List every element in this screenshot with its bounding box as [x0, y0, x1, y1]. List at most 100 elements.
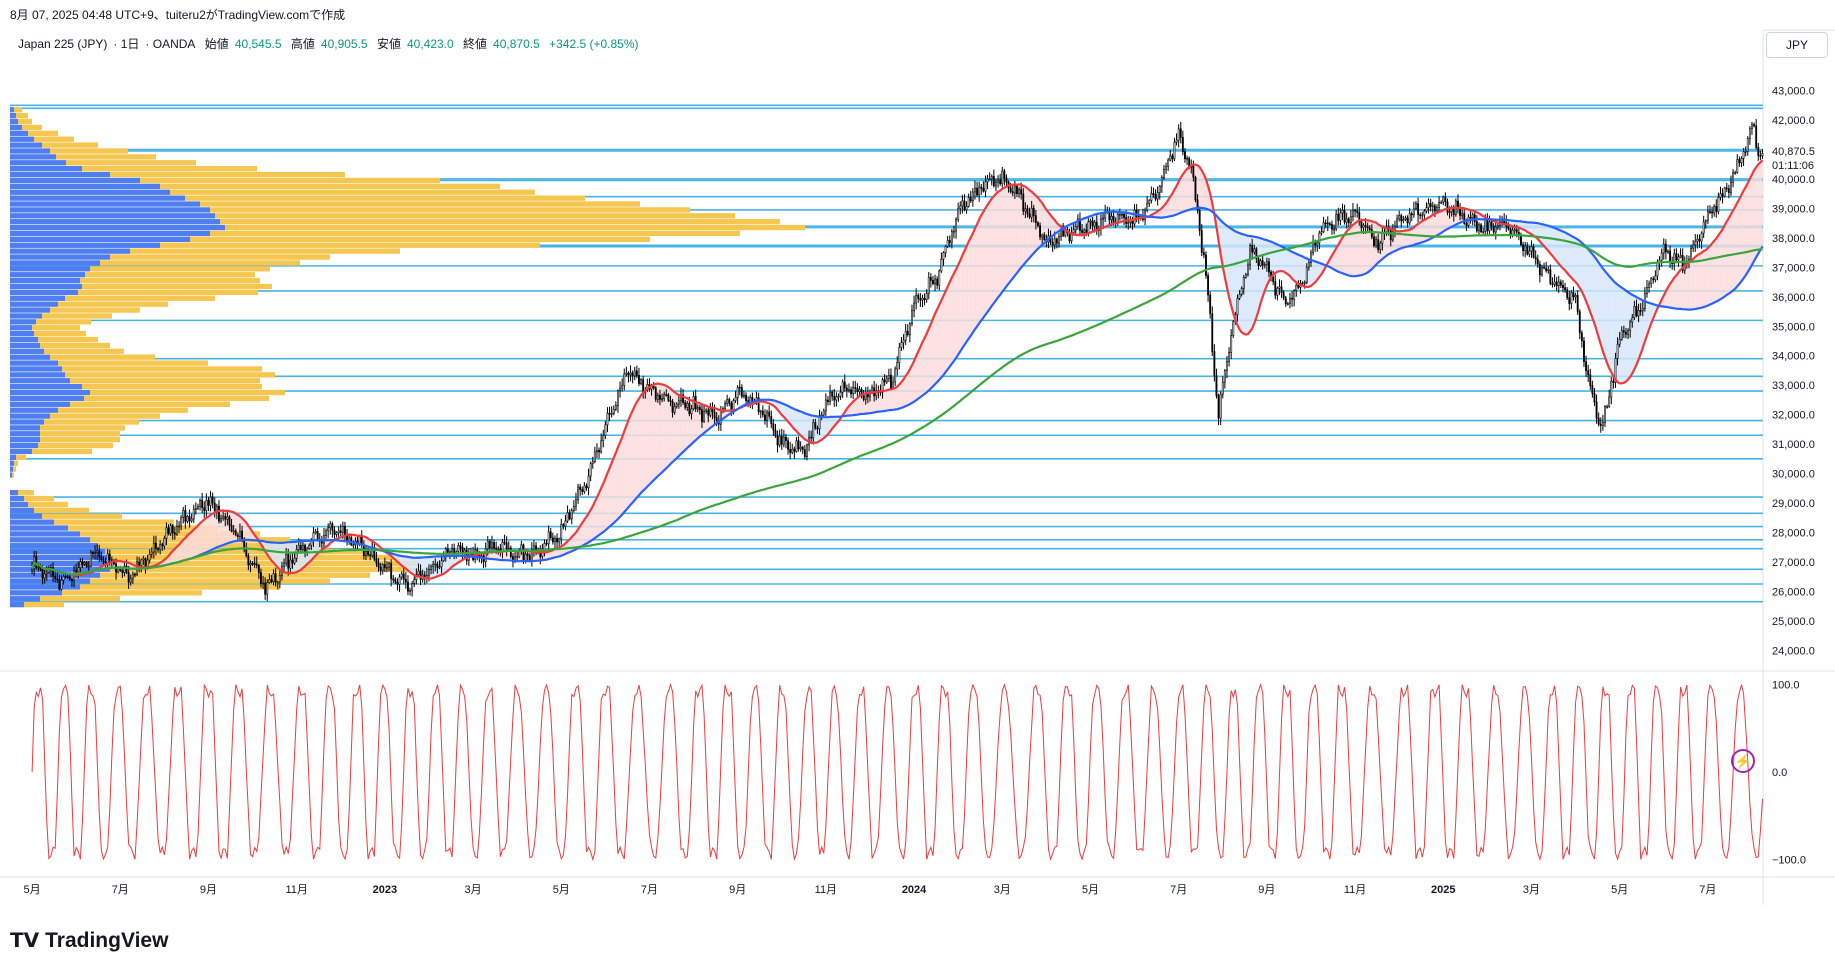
- candle-body: [352, 544, 355, 547]
- candle-body: [224, 516, 227, 520]
- candle-body: [1616, 343, 1619, 359]
- candle-body: [1415, 203, 1417, 210]
- symbol-interval[interactable]: 1日: [120, 37, 140, 51]
- candle-body: [251, 562, 254, 565]
- candle-body: [831, 391, 834, 397]
- change-value: +342.5 (+0.85%): [549, 37, 639, 51]
- ma-cloud-fill: [200, 519, 205, 555]
- price-axis-tick-label: 38,000.0: [1772, 233, 1815, 245]
- ma-cloud-fill: [657, 383, 663, 477]
- currency-selector[interactable]: JPY: [1766, 32, 1828, 58]
- ma-cloud-fill: [951, 269, 957, 364]
- candle-body: [484, 548, 487, 563]
- candle-body: [1024, 208, 1027, 212]
- candle-body: [1664, 243, 1667, 253]
- candle-body: [1051, 242, 1054, 246]
- candle-body: [612, 408, 615, 414]
- ma-cloud-fill: [1082, 217, 1087, 235]
- ma-cloud-fill: [611, 452, 616, 525]
- candle-body: [386, 566, 388, 569]
- volume-profile-up-bar: [10, 578, 90, 584]
- ma-cloud-fill: [296, 541, 301, 572]
- candle-body: [1438, 201, 1441, 208]
- candle-body: [1547, 269, 1550, 272]
- candle-body: [1261, 260, 1264, 266]
- candle-body: [327, 527, 330, 532]
- volume-profile-up-bar: [10, 466, 13, 472]
- ma-cloud-fill: [674, 392, 679, 461]
- candle-body: [1406, 217, 1409, 224]
- candle-body: [167, 527, 170, 534]
- ma-cloud-fill: [662, 384, 667, 473]
- ma-cloud-fill: [897, 382, 902, 410]
- candle-body: [402, 573, 405, 580]
- ma-cloud-fill: [414, 557, 419, 577]
- candle-body: [1121, 213, 1123, 216]
- volume-profile-up-bar: [10, 330, 34, 337]
- candle-body: [1549, 269, 1552, 284]
- ma-cloud-fill: [922, 333, 927, 396]
- candle-body: [942, 252, 945, 260]
- volume-profile-up-bar: [10, 189, 170, 195]
- ma-cloud-fill: [519, 550, 524, 562]
- candle-body: [1761, 153, 1764, 157]
- volume-profile-up-bar: [10, 566, 110, 572]
- volume-profile-up-bar: [10, 254, 110, 260]
- candle-body: [163, 538, 166, 547]
- candle-body: [1223, 370, 1226, 383]
- candle-body: [1648, 283, 1651, 288]
- ma-cloud-fill: [935, 304, 940, 385]
- candle-body: [192, 508, 195, 520]
- symbol-name[interactable]: Japan 225 (JPY): [18, 37, 108, 51]
- volume-profile-down-bar: [62, 590, 202, 596]
- candle-body: [810, 436, 813, 439]
- candle-body: [1431, 205, 1434, 208]
- candle-body: [690, 408, 693, 415]
- candle-body: [1356, 210, 1359, 213]
- candle-body: [209, 496, 212, 506]
- candle-body: [564, 520, 567, 527]
- candle-body: [703, 411, 705, 422]
- candle-body: [577, 486, 579, 500]
- ma-cloud-fill: [1229, 227, 1234, 314]
- candle-body: [589, 463, 592, 477]
- candle-body: [766, 411, 768, 421]
- candle-body: [1163, 169, 1165, 178]
- candle-body: [1184, 151, 1186, 160]
- volume-profile-up-bar: [10, 171, 110, 178]
- candle-body: [228, 516, 231, 526]
- ma-cloud-fill: [1182, 168, 1188, 212]
- candle-body: [1280, 286, 1283, 293]
- ma-cloud-fill: [1392, 229, 1398, 252]
- candle-body: [232, 530, 235, 533]
- candle-body: [923, 297, 926, 300]
- candle-body: [178, 525, 180, 528]
- volume-profile-down-bar: [80, 584, 280, 590]
- candle-body: [1509, 228, 1512, 235]
- candle-body: [1612, 380, 1615, 383]
- candle-body: [663, 394, 666, 400]
- candle-body: [1112, 216, 1115, 223]
- ma-cloud-fill: [830, 416, 835, 432]
- candle-body: [617, 390, 619, 406]
- volume-profile-down-bar: [215, 213, 735, 219]
- time-axis-tick-label: 3月: [464, 884, 481, 896]
- candle-body: [1053, 238, 1056, 246]
- lightning-icon[interactable]: ⚡: [1731, 749, 1755, 773]
- candle-body: [1496, 225, 1499, 228]
- candle-body: [707, 409, 710, 416]
- price-axis-tick-label: 27,000.0: [1772, 557, 1815, 569]
- ma-cloud-fill: [221, 510, 226, 546]
- candle-body: [764, 414, 766, 421]
- candle-body: [600, 440, 603, 453]
- volume-profile-up-bar: [10, 248, 130, 254]
- volume-profile-up-bar: [10, 124, 22, 131]
- ma-cloud-fill: [1426, 216, 1431, 241]
- candle-body: [157, 548, 159, 551]
- volume-profile-up-bar: [10, 590, 62, 596]
- candle-body: [797, 440, 800, 450]
- candle-body: [1354, 209, 1356, 212]
- candle-body: [1259, 260, 1262, 266]
- ma-cloud-fill: [1044, 206, 1049, 243]
